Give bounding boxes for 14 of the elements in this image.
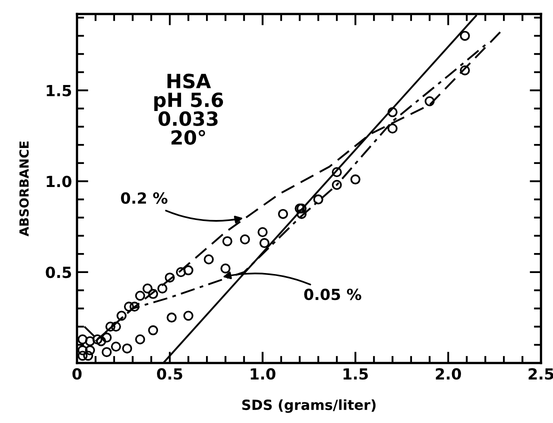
x-axis-title: SDS (grams/liter) xyxy=(242,399,376,413)
y-tick-label: 0.5 xyxy=(46,266,72,278)
x-tick-label: 0 xyxy=(72,368,82,380)
y-tick-label: 1.0 xyxy=(46,176,72,188)
x-tick-label: 2.5 xyxy=(528,368,553,380)
x-tick-label: 1.5 xyxy=(344,368,368,380)
annotation: 0.05 % xyxy=(304,288,362,300)
y-axis-title: ABSORBANCE xyxy=(19,142,29,236)
annotation: 0.2 % xyxy=(120,192,168,204)
x-tick-label: 0.5 xyxy=(157,368,182,380)
x-tick-label: 1.0 xyxy=(250,368,276,380)
y-tick-label: 1.5 xyxy=(46,85,72,96)
x-tick-label: 2.0 xyxy=(436,368,461,380)
annotation: HSA pH 5.6 0.033 20° xyxy=(154,74,224,145)
